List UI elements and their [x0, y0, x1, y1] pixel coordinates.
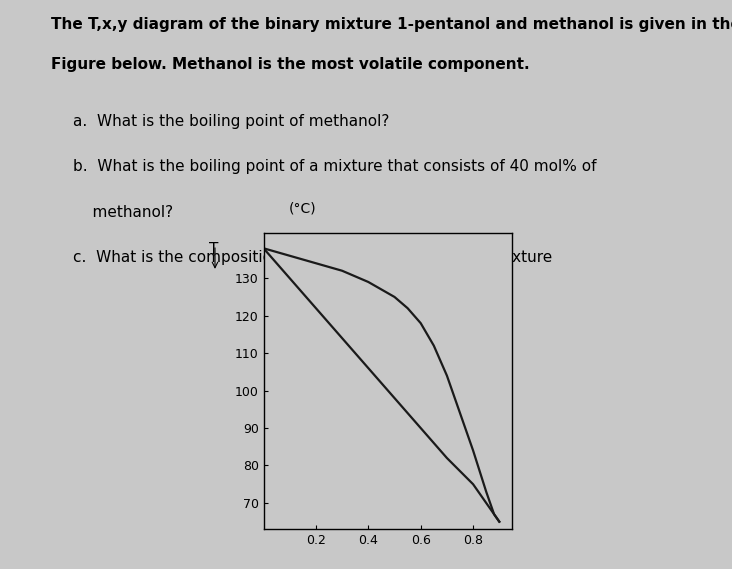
Text: The T,x,y diagram of the binary mixture 1-pentanol and methanol is given in the: The T,x,y diagram of the binary mixture … — [51, 17, 732, 32]
Text: c.  What is the composition of the first vapor from this mixture: c. What is the composition of the first … — [73, 250, 553, 265]
Text: T: T — [209, 242, 218, 257]
Text: methanol?: methanol? — [73, 205, 173, 220]
Text: (°C): (°C) — [288, 201, 316, 216]
Text: a.  What is the boiling point of methanol?: a. What is the boiling point of methanol… — [73, 114, 389, 129]
Text: b.  What is the boiling point of a mixture that consists of 40 mol% of: b. What is the boiling point of a mixtur… — [73, 159, 597, 174]
Text: Figure below. Methanol is the most volatile component.: Figure below. Methanol is the most volat… — [51, 57, 530, 72]
